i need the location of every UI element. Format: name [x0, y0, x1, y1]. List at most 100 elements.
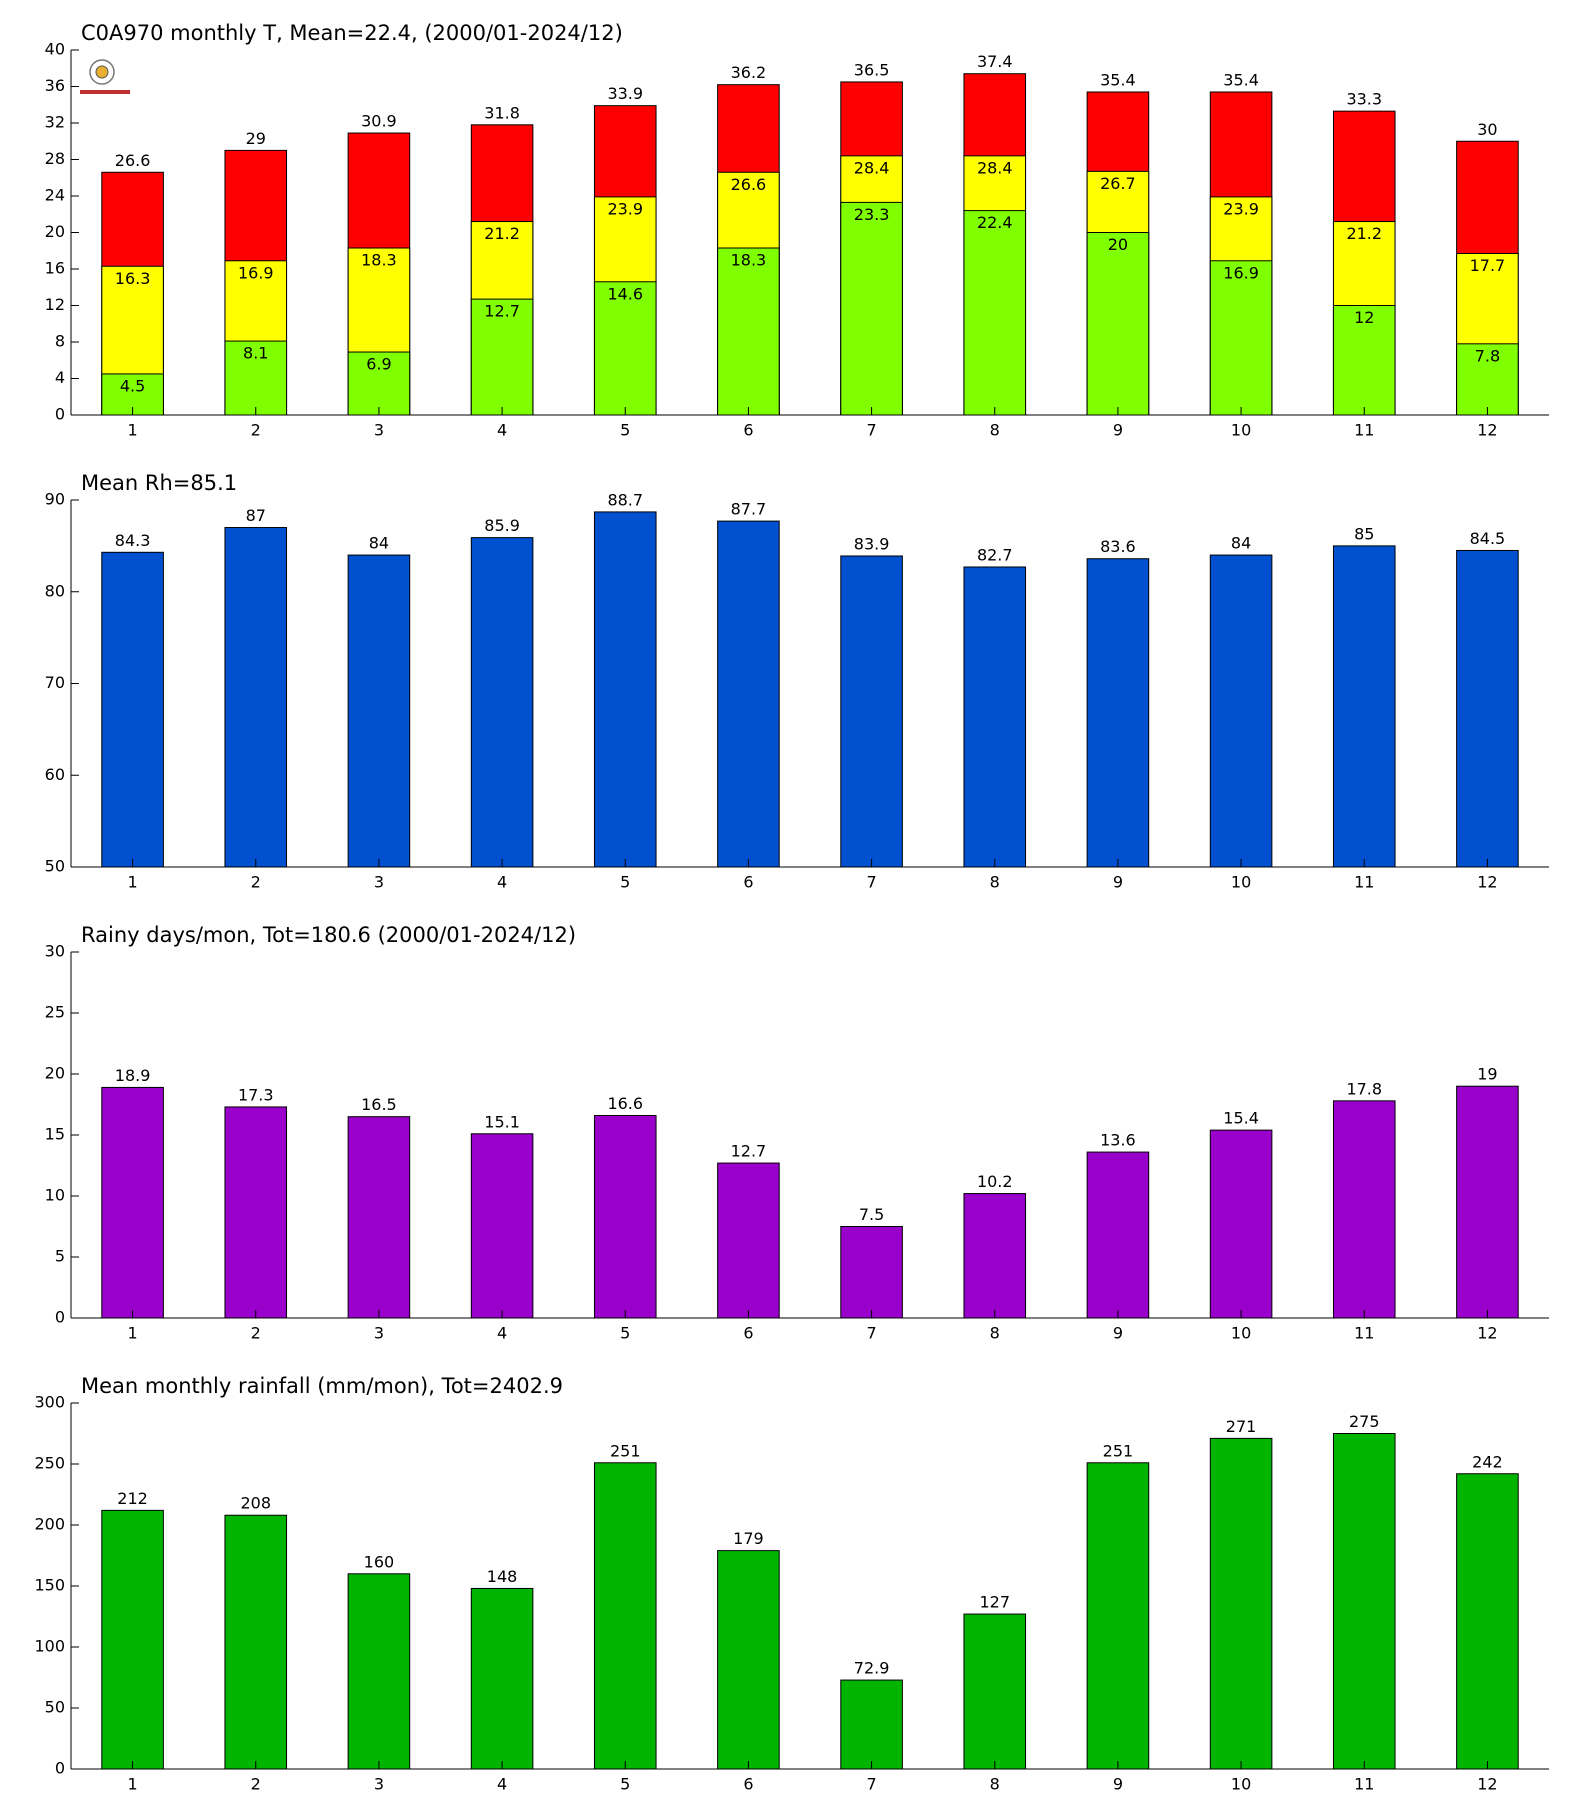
y-tick-label: 80	[45, 581, 65, 600]
y-tick-label: 30	[45, 942, 65, 961]
x-tick-label: 6	[743, 1324, 753, 1343]
y-tick-label: 40	[45, 40, 65, 59]
y-tick-label: 150	[34, 1576, 65, 1595]
value-label: 84.3	[115, 531, 151, 550]
x-tick-label: 9	[1113, 1324, 1123, 1343]
x-tick-label: 3	[374, 873, 384, 892]
y-tick-label: 5	[55, 1247, 65, 1266]
value-label: 36.2	[731, 63, 767, 82]
y-tick-label: 200	[34, 1515, 65, 1534]
x-tick-label: 6	[743, 421, 753, 440]
bar	[840, 1679, 903, 1770]
value-label: 160	[364, 1552, 395, 1571]
x-tick-label: 5	[620, 1775, 630, 1794]
bar	[1456, 343, 1519, 416]
bar	[1456, 1085, 1519, 1319]
x-tick-label: 9	[1113, 421, 1123, 440]
bar	[347, 1573, 411, 1770]
x-tick-label: 4	[497, 1324, 507, 1343]
x-tick-label: 12	[1477, 421, 1497, 440]
bar	[470, 298, 534, 416]
bar	[1332, 1433, 1396, 1770]
bar	[224, 340, 288, 416]
value-label: 23.9	[607, 199, 643, 218]
y-tick-label: 250	[34, 1454, 65, 1473]
value-label: 6.9	[366, 355, 391, 374]
y-tick-label: 12	[45, 295, 65, 314]
x-tick-label: 4	[497, 1775, 507, 1794]
bar	[1209, 1437, 1273, 1770]
value-label: 37.4	[977, 52, 1013, 71]
bar	[347, 1116, 411, 1319]
x-tick-label: 8	[990, 1324, 1000, 1343]
y-tick-label: 70	[45, 673, 65, 692]
y-tick-label: 20	[45, 222, 65, 241]
value-label: 19	[1477, 1065, 1497, 1084]
value-label: 28.4	[854, 158, 890, 177]
value-label: 18.3	[731, 251, 767, 270]
bar	[347, 554, 411, 868]
x-tick-label: 2	[251, 1775, 261, 1794]
value-label: 127	[979, 1593, 1010, 1612]
x-tick-label: 4	[497, 421, 507, 440]
value-label: 30	[1477, 120, 1497, 139]
x-tick-label: 7	[866, 421, 876, 440]
x-tick-label: 10	[1231, 1324, 1251, 1343]
value-label: 82.7	[977, 545, 1013, 564]
value-label: 10.2	[977, 1172, 1013, 1191]
value-label: 16.6	[607, 1094, 643, 1113]
bar	[840, 201, 903, 416]
bar	[470, 537, 534, 868]
bar	[1456, 549, 1519, 868]
value-label: 29	[246, 129, 266, 148]
value-label: 36.5	[854, 60, 890, 79]
bar	[840, 1226, 903, 1319]
bar	[1086, 1462, 1150, 1770]
bar	[963, 210, 1027, 416]
value-label: 31.8	[484, 103, 520, 122]
bar	[470, 1587, 534, 1770]
bar	[1209, 554, 1273, 868]
value-label: 21.2	[1346, 224, 1382, 243]
bar	[224, 527, 288, 868]
value-label: 275	[1349, 1412, 1380, 1431]
bar	[1086, 232, 1150, 416]
value-label: 85.9	[484, 516, 520, 535]
value-label: 13.6	[1100, 1131, 1136, 1150]
y-tick-label: 50	[45, 1698, 65, 1717]
x-tick-label: 2	[251, 873, 261, 892]
chart-title: Rainy days/mon, Tot=180.6 (2000/01-2024/…	[81, 923, 576, 947]
value-label: 21.2	[484, 224, 520, 243]
bar	[717, 1550, 780, 1770]
value-label: 271	[1226, 1417, 1257, 1436]
value-label: 16.5	[361, 1095, 397, 1114]
x-tick-label: 1	[127, 1324, 137, 1343]
bar	[1086, 558, 1150, 868]
bar	[593, 511, 657, 868]
value-label: 4.5	[120, 376, 145, 395]
x-tick-label: 10	[1231, 873, 1251, 892]
value-label: 179	[733, 1529, 764, 1548]
chart-title: C0A970 monthly T, Mean=22.4, (2000/01-20…	[81, 21, 623, 45]
bar	[1086, 1151, 1150, 1319]
value-label: 88.7	[607, 490, 643, 509]
value-label: 8.1	[243, 344, 268, 363]
value-label: 18.3	[361, 251, 397, 270]
x-tick-label: 1	[127, 873, 137, 892]
bar	[963, 566, 1027, 868]
value-label: 12.7	[484, 302, 520, 321]
bar	[470, 1133, 534, 1319]
bar	[717, 520, 780, 868]
x-tick-label: 7	[866, 1775, 876, 1794]
x-tick-label: 11	[1354, 1775, 1374, 1794]
bar	[963, 1193, 1027, 1319]
value-label: 23.9	[1223, 199, 1259, 218]
value-label: 15.1	[484, 1112, 520, 1131]
bar	[1456, 1473, 1519, 1770]
value-label: 30.9	[361, 112, 397, 131]
bar	[963, 1613, 1027, 1770]
y-tick-label: 24	[45, 186, 65, 205]
value-label: 83.9	[854, 534, 890, 553]
y-tick-label: 0	[55, 1308, 65, 1327]
